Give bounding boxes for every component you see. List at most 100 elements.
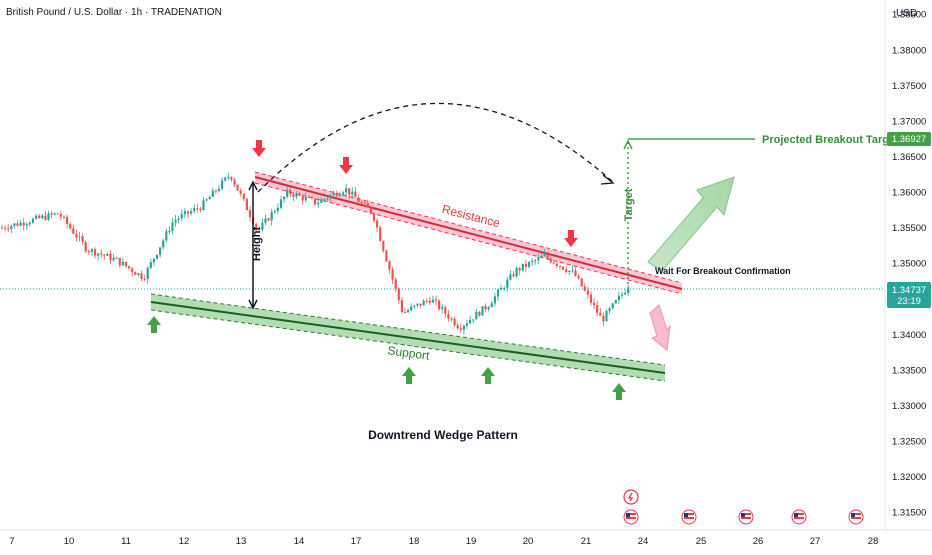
- candle: [444, 305, 447, 318]
- candle: [620, 291, 624, 300]
- us-flag-icon[interactable]: [848, 509, 864, 525]
- candle: [388, 259, 391, 274]
- candle: [22, 217, 25, 231]
- candle: [128, 265, 131, 271]
- target-arrow-head: [623, 139, 633, 150]
- height-arrow-bottom: [248, 299, 258, 310]
- x-tick-label: 26: [753, 536, 764, 547]
- candle: [245, 197, 248, 211]
- us-flag-icon[interactable]: [623, 509, 639, 525]
- candle: [413, 304, 416, 309]
- candle: [500, 284, 503, 290]
- candle: [503, 286, 506, 291]
- support-upper-line: [150, 293, 666, 366]
- resistance-trendline[interactable]: [254, 176, 683, 290]
- currency-label[interactable]: USD: [896, 8, 917, 19]
- target-label: Target: [623, 188, 635, 221]
- x-tick-label: 20: [523, 536, 534, 547]
- candle: [4, 225, 7, 232]
- candle: [447, 309, 450, 322]
- candle: [354, 187, 357, 198]
- candle: [531, 258, 534, 267]
- target-projection: Target Projected Breakout Target: [623, 134, 899, 290]
- candle: [221, 177, 224, 191]
- projection-arc: [257, 102, 614, 193]
- candle: [521, 263, 524, 272]
- candle: [453, 316, 456, 328]
- candle: [121, 257, 124, 267]
- lightning-icon[interactable]: [623, 489, 639, 505]
- sell-arrow: [339, 157, 353, 174]
- y-tick-label: 1.34000: [892, 330, 926, 341]
- candle: [596, 300, 599, 317]
- candle: [140, 270, 143, 281]
- candle: [441, 303, 444, 314]
- current-price-countdown: 23:19: [897, 296, 921, 307]
- y-tick-label: 1.37000: [892, 116, 926, 127]
- candle: [97, 253, 100, 261]
- candle: [472, 319, 475, 324]
- us-flag-icon[interactable]: [681, 509, 697, 525]
- us-flag-icon[interactable]: [738, 509, 754, 525]
- candle: [217, 184, 221, 193]
- candle: [103, 254, 106, 260]
- candle: [205, 198, 208, 202]
- candle: [62, 215, 66, 219]
- candle: [258, 227, 261, 233]
- candle: [574, 267, 577, 277]
- candle: [586, 286, 589, 299]
- candle: [159, 247, 162, 258]
- candle: [276, 203, 279, 215]
- y-tick-label: 1.38500: [892, 10, 926, 21]
- x-tick-label: 14: [294, 536, 305, 547]
- candle: [35, 213, 38, 220]
- candle: [211, 187, 214, 198]
- candle: [230, 176, 233, 182]
- support-label: Support: [387, 343, 431, 363]
- candle: [475, 308, 478, 320]
- candle: [239, 188, 242, 197]
- buy-arrow: [402, 367, 416, 384]
- candle: [112, 253, 115, 262]
- support-trendline[interactable]: [150, 301, 666, 374]
- y-tick-label: 1.36500: [892, 152, 926, 163]
- candle: [69, 221, 72, 230]
- buy-arrow: [147, 316, 161, 333]
- candle: [602, 312, 605, 327]
- candle: [546, 252, 549, 261]
- candle: [549, 256, 552, 264]
- current-price-value: 1.34737: [892, 285, 926, 296]
- candle: [323, 198, 326, 202]
- candle: [478, 310, 481, 317]
- candle: [410, 303, 413, 312]
- candle: [568, 270, 571, 276]
- candle: [428, 296, 431, 305]
- x-tick-label: 21: [581, 536, 592, 547]
- candle: [450, 316, 453, 322]
- candle: [255, 223, 258, 232]
- candle: [264, 214, 267, 225]
- height-arrow-top: [248, 180, 258, 191]
- candle: [543, 249, 546, 257]
- candle: [93, 247, 97, 259]
- buy-arrows: [147, 316, 626, 400]
- candle: [84, 240, 87, 253]
- x-tick-label: 24: [638, 536, 649, 547]
- buy-arrow: [612, 383, 626, 400]
- candle: [320, 196, 323, 204]
- candle: [25, 221, 28, 231]
- candle: [341, 190, 345, 197]
- candle: [81, 233, 84, 245]
- candle: [589, 291, 593, 306]
- candle: [366, 199, 369, 208]
- x-tick-label: 11: [121, 536, 131, 547]
- current-price-tag[interactable]: 1.34737 23:19: [887, 282, 931, 308]
- candle: [273, 209, 276, 214]
- candle: [617, 291, 620, 305]
- projected-target-price-tag[interactable]: 1.36927: [887, 132, 931, 146]
- candle: [90, 247, 93, 257]
- us-flag-icon[interactable]: [791, 509, 807, 525]
- candle: [87, 249, 90, 256]
- candle: [419, 303, 422, 308]
